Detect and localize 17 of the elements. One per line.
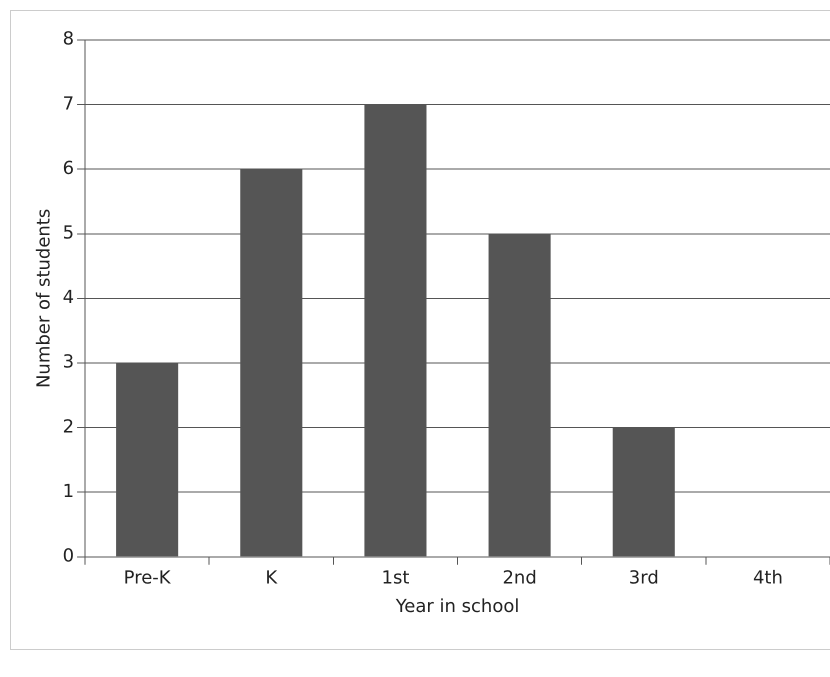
x-axis-title: Year in school: [394, 596, 520, 617]
y-tick-label: 1: [62, 480, 74, 502]
y-tick-label: 2: [62, 416, 74, 438]
y-tick-label: 3: [62, 352, 74, 373]
x-tick-label: 3rd: [628, 567, 659, 588]
y-tick-label: 4: [62, 287, 74, 308]
y-axis-title: Number of students: [33, 208, 54, 388]
y-tick-label: 6: [62, 158, 74, 179]
y-tick-label: 5: [62, 222, 74, 244]
x-tick-label: Pre-K: [124, 567, 172, 588]
y-tick-label: 8: [62, 28, 74, 50]
y-tick-label: 7: [62, 93, 74, 114]
y-tick-label: 0: [62, 545, 74, 566]
x-tick-label: 4th: [752, 567, 783, 588]
x-tick-label: 1st: [382, 567, 410, 588]
x-tick-label: K: [265, 567, 278, 588]
x-tick-label: 2nd: [502, 567, 537, 588]
